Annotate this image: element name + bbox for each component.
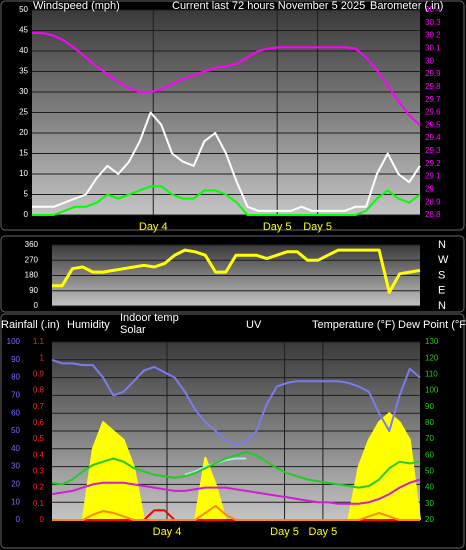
y2-tick-label: 29.5 <box>425 120 441 129</box>
y2-tick-label: 29.1 <box>425 172 441 181</box>
x-tick-label: Day 5 <box>263 221 292 233</box>
y3-tick-label: 0.9 <box>33 369 45 378</box>
y2-tick-label: 110 <box>425 369 438 378</box>
line <box>32 185 421 216</box>
line <box>51 451 421 489</box>
y-tick-label: 30 <box>11 462 20 471</box>
y2-tick-label: 29.7 <box>425 95 441 104</box>
y-tick-label: 50 <box>19 5 28 14</box>
line <box>51 358 421 447</box>
y-tick-label: 0 <box>34 301 39 310</box>
y2-tick-label: N <box>438 300 446 312</box>
header-label: Humidity <box>67 319 110 331</box>
x-tick-label: Day 4 <box>153 526 182 538</box>
y2-tick-label: 29.2 <box>425 159 441 168</box>
y3-tick-label: 0 <box>40 515 45 524</box>
y2-tick-label: 28.8 <box>425 210 441 219</box>
y-tick-label: 70 <box>11 391 20 400</box>
y-tick-label: 90 <box>29 286 38 295</box>
y3-tick-label: 0.6 <box>33 418 45 427</box>
y-tick-label: 20 <box>11 480 20 489</box>
y-tick-label: 5 <box>24 190 29 199</box>
y-tick-label: 15 <box>19 149 28 158</box>
y2-tick-label: 30.1 <box>425 44 441 53</box>
y-tick-label: 10 <box>11 497 20 506</box>
y3-tick-label: 1.1 <box>33 337 45 346</box>
y2-tick-label: 29.6 <box>425 108 441 117</box>
header-label: Rainfall (.in) <box>1 319 60 331</box>
y3-tick-label: 0.2 <box>33 483 45 492</box>
y2-tick-label: 40 <box>425 483 434 492</box>
y2-tick-label: 28.9 <box>425 197 441 206</box>
y3-tick-label: 0.4 <box>33 450 45 459</box>
y2-tick-label: 120 <box>425 353 439 362</box>
y-tick-label: 20 <box>19 128 28 137</box>
y-tick-label: 180 <box>25 271 39 280</box>
y3-tick-label: 0.3 <box>33 467 45 476</box>
header-label: Barometer (.in) <box>370 0 443 12</box>
header-label: Temperature (°F) <box>312 319 395 331</box>
x-tick-label: Day 4 <box>139 221 168 233</box>
y2-tick-label: 30.2 <box>425 31 441 40</box>
y3-tick-label: 0.1 <box>33 499 45 508</box>
y2-tick-label: 29.3 <box>425 146 441 155</box>
y2-tick-label: 60 <box>425 450 434 459</box>
line <box>52 504 420 521</box>
header-label: Solar <box>120 324 146 336</box>
y-tick-label: 50 <box>11 426 20 435</box>
y2-tick-label: N <box>438 239 446 251</box>
line <box>32 111 421 212</box>
y2-tick-label: 29 <box>425 184 434 193</box>
y-tick-label: 0 <box>24 210 29 219</box>
y2-tick-label: 50 <box>425 467 434 476</box>
y-tick-label: 35 <box>19 67 28 76</box>
x-tick-label: Day 5 <box>270 526 299 538</box>
y2-tick-label: 100 <box>425 386 439 395</box>
y2-tick-label: 29.9 <box>425 69 441 78</box>
y2-tick-label: 20 <box>425 515 434 524</box>
y2-tick-label: 80 <box>425 418 434 427</box>
y-tick-label: 360 <box>25 240 39 249</box>
y3-tick-label: 0.8 <box>33 386 45 395</box>
y-tick-label: 0 <box>16 515 21 524</box>
y-tick-label: 25 <box>19 108 28 117</box>
y-tick-label: 30 <box>19 87 28 96</box>
y-tick-label: 40 <box>11 444 20 453</box>
line <box>52 248 421 294</box>
y2-tick-label: 90 <box>425 402 434 411</box>
y2-tick-label: 30 <box>425 56 434 65</box>
header-label: Dew Point (°F) <box>398 319 466 331</box>
y2-tick-label: E <box>438 285 445 297</box>
header-label: Current last 72 hours November 5 2025 <box>172 0 365 12</box>
y2-tick-label: 30 <box>425 499 434 508</box>
y-tick-label: 10 <box>19 169 28 178</box>
y-tick-label: 270 <box>25 255 39 264</box>
line <box>32 32 421 127</box>
line <box>51 478 421 505</box>
y-tick-label: 90 <box>11 355 20 364</box>
y3-tick-label: 0.7 <box>33 402 45 411</box>
y2-tick-label: W <box>438 254 449 266</box>
header-label: Indoor temp <box>120 312 179 324</box>
y2-tick-label: 29.8 <box>425 82 441 91</box>
y-tick-label: 45 <box>19 26 28 35</box>
y2-tick-label: 30.4 <box>425 5 441 14</box>
header-label: Windspeed (mph) <box>33 0 120 12</box>
y-tick-label: 100 <box>7 337 21 346</box>
y2-tick-label: 130 <box>425 337 439 346</box>
y2-tick-label: S <box>438 269 445 281</box>
y2-tick-label: 70 <box>425 434 434 443</box>
header-label: UV <box>246 319 262 331</box>
y2-tick-label: 29.4 <box>425 133 441 142</box>
y-tick-label: 80 <box>11 373 20 382</box>
x-tick-label: Day 5 <box>303 221 332 233</box>
y3-tick-label: 0.5 <box>33 434 45 443</box>
y3-tick-label: 1 <box>40 353 45 362</box>
y-tick-label: 60 <box>11 408 20 417</box>
y-tick-label: 40 <box>19 46 28 55</box>
x-tick-label: Day 5 <box>309 526 338 538</box>
y2-tick-label: 30.3 <box>425 18 441 27</box>
